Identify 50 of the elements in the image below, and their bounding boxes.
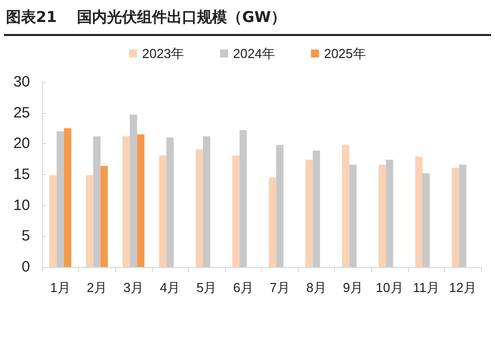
bar — [378, 164, 386, 267]
bar — [268, 178, 276, 267]
y-tick-label: 15 — [13, 166, 30, 183]
x-tick-label: 10月 — [376, 280, 404, 295]
y-tick-label: 30 — [13, 74, 30, 90]
bar — [93, 136, 101, 267]
legend-label: 2025年 — [324, 46, 366, 61]
bar — [240, 130, 247, 267]
x-tick-label: 5月 — [196, 280, 217, 295]
x-tick-label: 9月 — [342, 280, 364, 295]
x-tick-label: 2月 — [86, 280, 107, 295]
bar — [415, 156, 422, 267]
bar — [276, 144, 284, 267]
legend-label: 2024年 — [233, 46, 275, 61]
chart-title: 图表21 国内光伏组件出口规模（GW） — [6, 8, 286, 27]
bar — [100, 166, 108, 267]
x-tick-label: 6月 — [233, 280, 254, 295]
legend-label: 2023年 — [142, 46, 184, 61]
y-tick-label: 10 — [13, 196, 30, 214]
bar — [305, 160, 313, 267]
y-tick-label: 5 — [22, 228, 30, 245]
bar — [422, 173, 430, 267]
bar — [452, 168, 460, 267]
bar — [459, 164, 466, 267]
bar — [349, 164, 357, 267]
x-tick-label: 4月 — [160, 280, 180, 295]
bar — [137, 134, 144, 267]
bar — [130, 114, 138, 267]
y-tick-label: 25 — [13, 104, 30, 122]
bar — [232, 155, 240, 267]
bar — [166, 138, 174, 267]
y-tick-label: 0 — [22, 258, 30, 276]
bar — [64, 128, 72, 267]
x-tick-label: 7月 — [270, 280, 290, 295]
bar — [122, 136, 130, 267]
x-tick-label: 8月 — [306, 280, 326, 295]
bar — [202, 136, 210, 267]
bar — [312, 150, 320, 267]
bar — [159, 155, 166, 267]
bar — [49, 175, 57, 267]
bar — [196, 149, 203, 267]
x-tick-label: 1月 — [50, 280, 70, 295]
x-tick-label: 11月 — [412, 280, 440, 295]
bar — [86, 175, 94, 267]
x-tick-label: 12月 — [448, 280, 476, 295]
bar — [342, 144, 350, 267]
bar — [56, 131, 64, 267]
bar — [386, 160, 394, 267]
y-tick-label: 20 — [13, 135, 30, 152]
x-tick-label: 3月 — [123, 280, 144, 295]
